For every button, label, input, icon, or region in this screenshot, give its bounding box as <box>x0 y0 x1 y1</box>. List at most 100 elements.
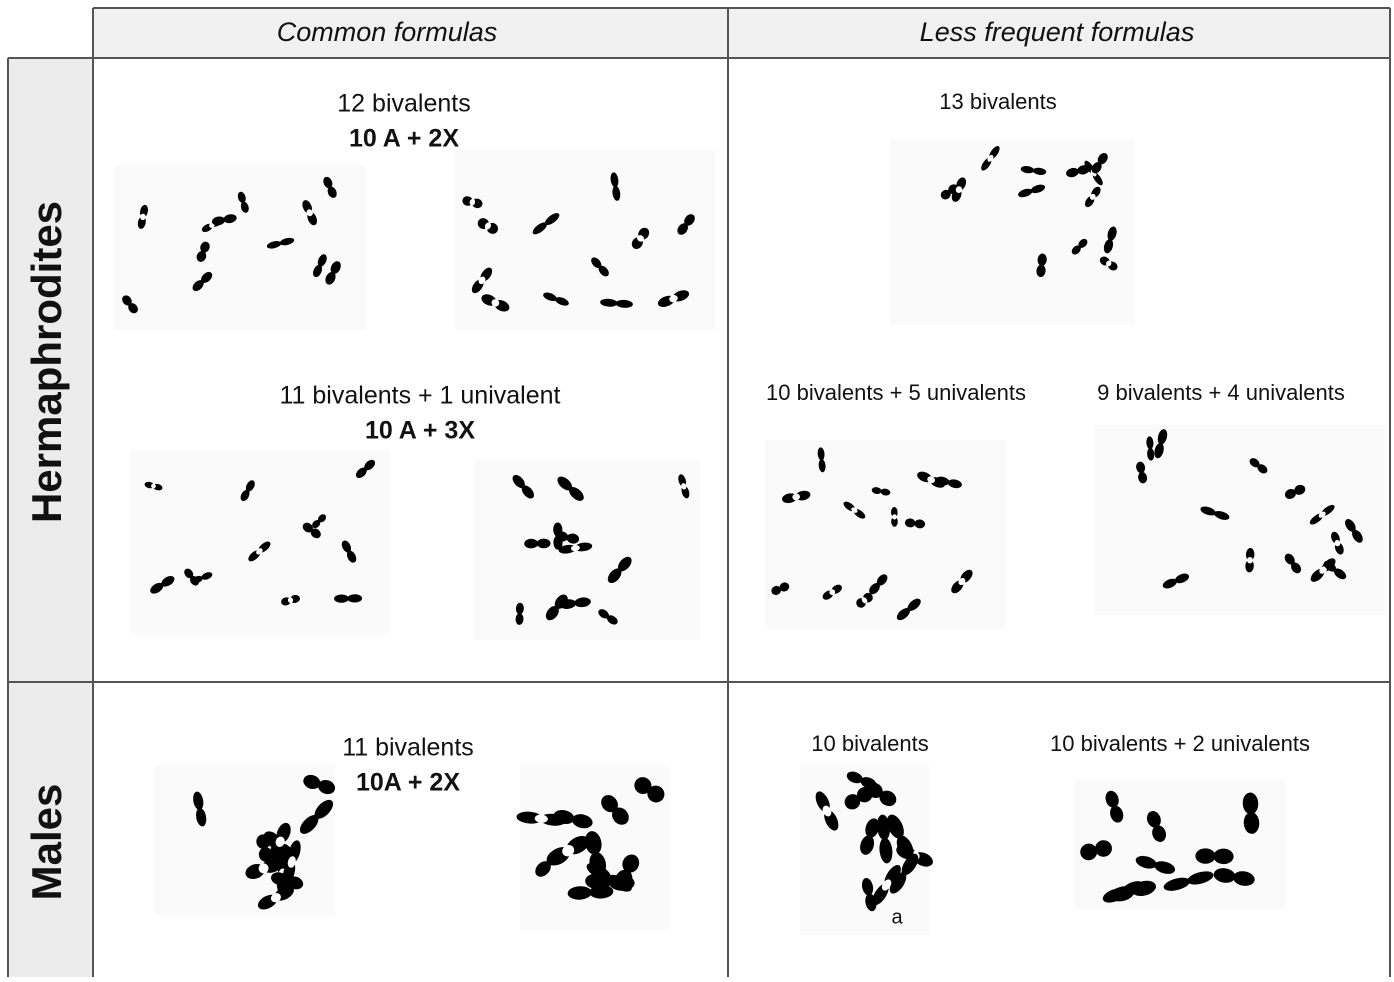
chromatid <box>896 607 911 621</box>
chromosome <box>1309 504 1335 525</box>
chromosome <box>271 872 304 890</box>
chromatid <box>935 476 950 486</box>
row-label: Males <box>23 784 70 901</box>
chiasma-gap <box>829 589 836 596</box>
header-background <box>93 8 1390 58</box>
chromatid <box>1036 264 1046 278</box>
chromatid <box>334 594 349 603</box>
chromosome <box>299 799 334 834</box>
chromosome <box>1200 506 1230 520</box>
chromatid <box>1157 429 1168 445</box>
chromosome <box>815 791 839 831</box>
chiasma-gap <box>861 597 868 604</box>
chromatid <box>258 847 273 862</box>
chromatid <box>193 791 204 810</box>
chromatid <box>1018 188 1033 198</box>
chromatid <box>1097 153 1108 165</box>
chromatid <box>200 241 210 253</box>
chromosome <box>904 518 926 529</box>
chromatid <box>846 771 863 784</box>
chromatid <box>327 186 337 198</box>
chromatid <box>279 237 295 246</box>
chromatid <box>313 264 323 278</box>
chiasma-gap <box>637 235 644 242</box>
chromosome <box>1249 458 1268 474</box>
chromosome <box>1284 553 1302 574</box>
chromosome <box>1242 792 1260 834</box>
chromosome <box>341 540 357 563</box>
chromatid <box>161 576 175 587</box>
chromosome <box>1102 881 1145 903</box>
chromatid <box>612 185 621 201</box>
chromatid <box>607 874 632 892</box>
chromosome <box>193 791 207 827</box>
chromosome <box>325 261 341 285</box>
chromatid <box>299 815 319 834</box>
chromosome <box>935 476 962 489</box>
chromatid <box>341 540 352 553</box>
cell-title: 9 bivalents + 4 univalents <box>1097 380 1345 405</box>
chromatid <box>240 201 249 213</box>
chromatid <box>865 818 880 838</box>
chromatid <box>1095 840 1112 857</box>
chromatid <box>535 861 551 877</box>
chromatid <box>574 597 591 608</box>
chromosome <box>1136 461 1148 484</box>
chromatid <box>1294 484 1306 495</box>
chromatid <box>584 831 602 855</box>
chromatid <box>1154 861 1176 874</box>
chromatid <box>1102 888 1125 903</box>
chromatid <box>1323 560 1337 572</box>
chromosome <box>856 592 873 608</box>
chromosome <box>1323 560 1347 580</box>
chromatid <box>904 518 916 528</box>
chromosome <box>323 176 337 198</box>
chromosome <box>601 795 629 825</box>
chromosome-drawings <box>115 140 1385 935</box>
chiasma-gap <box>927 476 935 484</box>
chromosome <box>634 777 665 803</box>
cell-title: 13 bivalents <box>939 89 1056 114</box>
chromatid <box>879 837 893 864</box>
chromatid <box>1195 848 1216 864</box>
chiasma-gap <box>469 198 476 206</box>
chromatid <box>886 814 904 839</box>
chromatid <box>879 790 897 807</box>
chromosome <box>557 476 584 501</box>
row-label-background <box>8 58 93 977</box>
chiasma-gap <box>881 879 892 891</box>
chromosome <box>940 184 959 200</box>
chromatid <box>1175 573 1190 584</box>
chromatid <box>189 576 199 586</box>
chromosome <box>607 556 632 584</box>
chromosome <box>302 200 318 226</box>
chromosome <box>312 514 327 529</box>
chromatid <box>1154 442 1164 459</box>
chromatid <box>615 299 633 308</box>
chromatid <box>1146 811 1161 828</box>
chiasma-gap <box>562 845 575 857</box>
chromosome <box>981 146 1000 171</box>
chromosome <box>782 490 811 504</box>
chromosome <box>532 213 560 235</box>
cell-title: 10 bivalents + 2 univalents <box>1050 731 1310 756</box>
chromosome <box>543 292 569 306</box>
chiasma-gap <box>534 814 548 823</box>
chromatid <box>817 447 825 461</box>
chromosome <box>871 487 891 496</box>
chromatid <box>312 520 321 529</box>
chromatid <box>128 303 138 314</box>
chromosome <box>1135 855 1176 874</box>
chromosome <box>266 237 295 249</box>
chromosome <box>586 863 632 892</box>
chromatid <box>355 467 367 479</box>
chromatid <box>598 265 609 277</box>
chromosome <box>248 541 271 562</box>
chiasma-gap <box>287 856 296 868</box>
chromatid <box>940 189 951 200</box>
chromosome <box>303 774 336 795</box>
chromosome <box>678 474 690 499</box>
chromatid <box>201 572 213 580</box>
chromosome <box>1345 519 1363 543</box>
